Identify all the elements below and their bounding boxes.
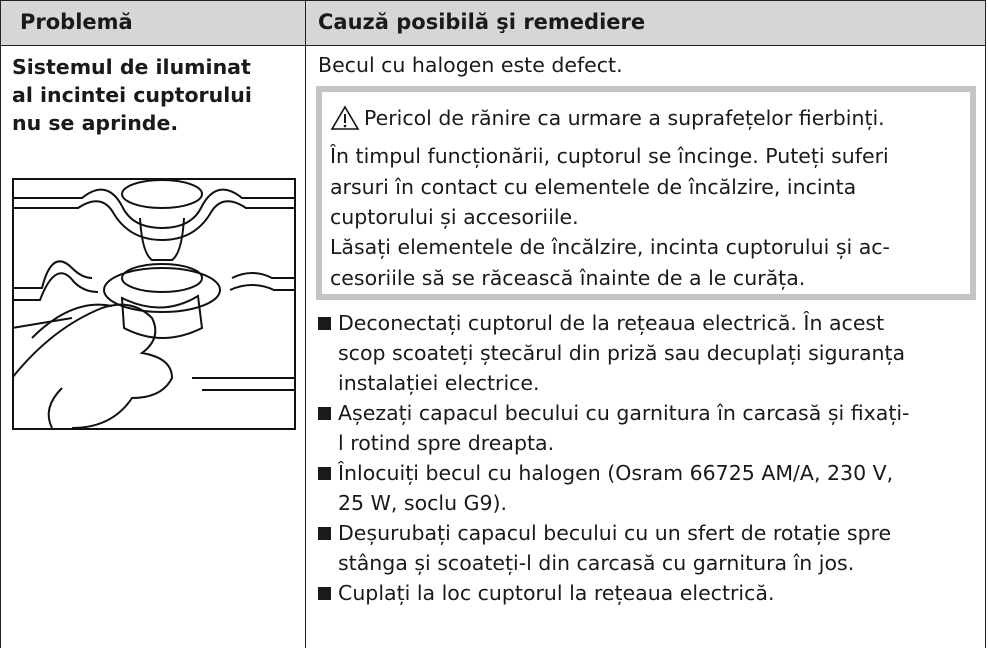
illustration xyxy=(12,178,296,430)
step-line: 25 W, soclu G9). xyxy=(338,491,508,515)
step-line: Deconectați cuptorul de la rețeaua elect… xyxy=(338,311,885,335)
warning-box xyxy=(316,86,976,300)
step-line: instalației electrice. xyxy=(338,371,540,395)
problem-line: Sistemul de iluminat xyxy=(12,55,251,79)
step-line: Înlocuiți becul cu halogen (Osram 66725 … xyxy=(338,461,894,485)
column-divider xyxy=(305,0,306,648)
step-line: Cuplați la loc cuptorul la rețeaua elect… xyxy=(338,581,775,605)
bullet xyxy=(318,317,331,330)
column-header: Problemă xyxy=(20,10,133,34)
bullet xyxy=(318,467,331,480)
bullet xyxy=(318,407,331,420)
step-line: l rotind spre dreapta. xyxy=(338,431,555,455)
bullet xyxy=(318,587,331,600)
warning-title: Pericol de rănire ca urmare a suprafețel… xyxy=(364,106,885,130)
bullet xyxy=(318,527,331,540)
column-header: Cauză posibilă şi remediere xyxy=(318,10,646,34)
warning-line: arsuri în contact cu elementele de încăl… xyxy=(330,175,857,199)
problem-line: nu se aprinde. xyxy=(12,111,179,135)
border xyxy=(0,0,1,648)
warning-line: În timpul funcționării, cuptorul se înci… xyxy=(330,144,889,168)
border xyxy=(985,0,986,648)
step-line: Deșurubați capacul becului cu un sfert d… xyxy=(338,521,892,545)
cause: Becul cu halogen este defect. xyxy=(318,53,623,77)
step-line: stânga și scoateți-l din carcasă cu garn… xyxy=(338,551,855,575)
warning-line: Lăsați elementele de încălzire, incinta … xyxy=(330,235,890,259)
warning-line: cuptorului și accesoriile. xyxy=(330,205,579,229)
step-line: Așezați capacul becului cu garnitura în … xyxy=(338,401,910,425)
problem-line: al incintei cuptorului xyxy=(12,83,252,107)
warning-line: cesoriile să se răcească înainte de a le… xyxy=(330,266,806,290)
table-header xyxy=(0,0,986,46)
step-line: scop scoateți ștecărul din priză sau dec… xyxy=(338,341,906,365)
warning-icon xyxy=(330,105,360,130)
